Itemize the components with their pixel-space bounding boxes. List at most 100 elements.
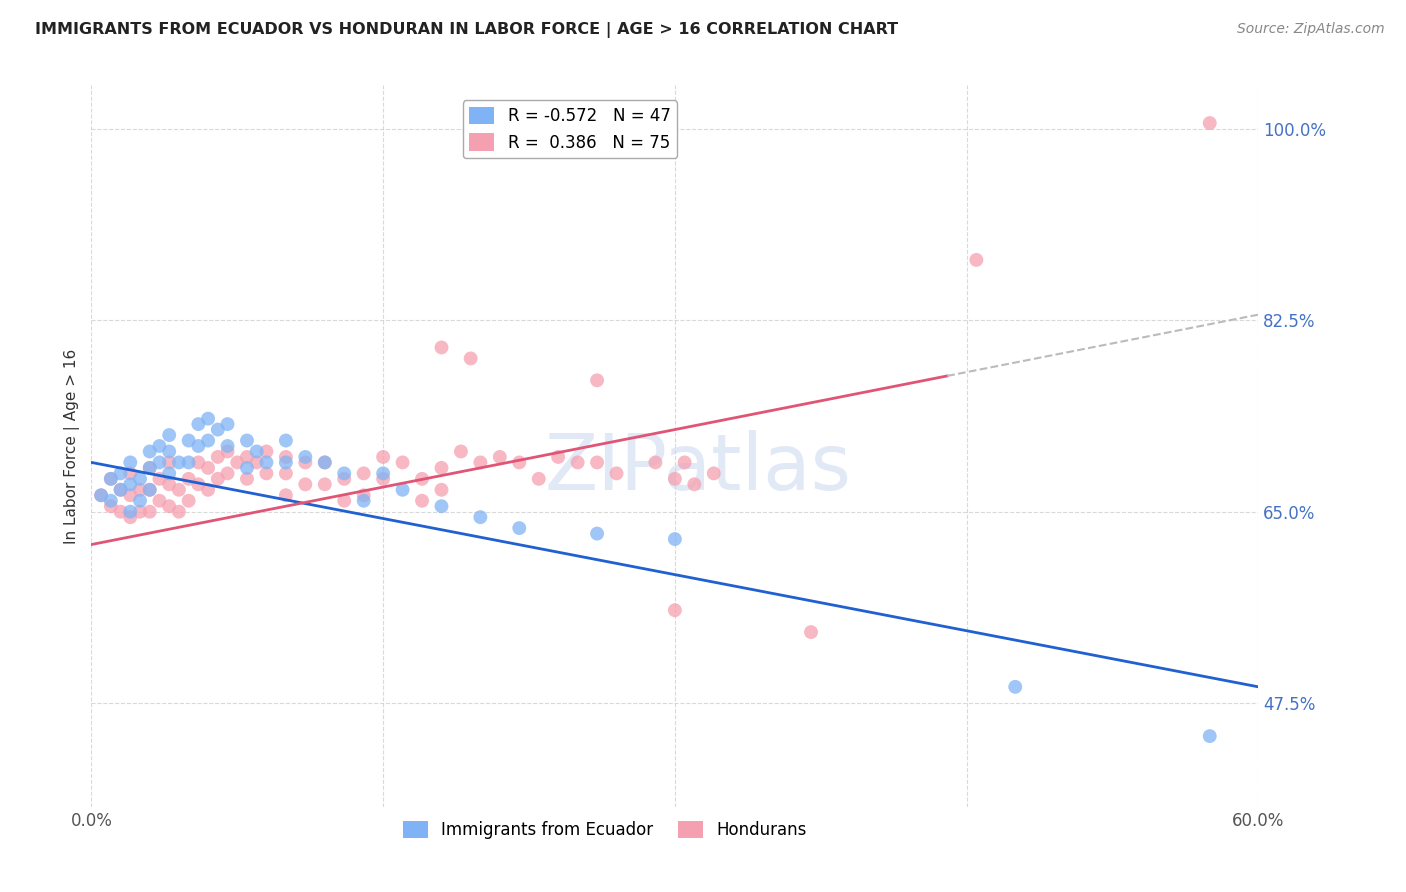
Point [110,483,132,497]
Point [664,532,686,546]
Point [586,526,609,541]
Point [294,450,316,464]
Point [274,467,297,481]
Point [100,499,122,513]
Point [100,472,122,486]
Point [430,461,453,475]
Text: ZIPatlas: ZIPatlas [544,430,852,506]
Point [371,472,394,486]
Point [236,461,259,475]
Point [120,488,142,502]
Point [333,493,356,508]
Point [274,434,297,448]
Point [411,493,433,508]
Point [157,467,180,481]
Point [110,483,132,497]
Point [391,455,413,469]
Point [274,450,297,464]
Point [294,477,316,491]
Point [246,455,269,469]
Point [567,455,589,469]
Point [256,455,278,469]
Point [90,488,112,502]
Point [138,444,162,458]
Point [120,477,142,491]
Point [148,472,170,486]
Point [371,450,394,464]
Point [138,461,162,475]
Point [187,455,209,469]
Point [197,483,219,497]
Point [148,439,170,453]
Point [470,510,492,524]
Point [129,493,152,508]
Point [294,455,316,469]
Point [430,499,453,513]
Point [256,444,278,458]
Point [177,493,200,508]
Point [236,450,259,464]
Point [217,439,239,453]
Point [110,505,132,519]
Point [371,467,394,481]
Legend: Immigrants from Ecuador, Hondurans: Immigrants from Ecuador, Hondurans [396,814,814,846]
Point [120,510,142,524]
Text: IMMIGRANTS FROM ECUADOR VS HONDURAN IN LABOR FORCE | AGE > 16 CORRELATION CHART: IMMIGRANTS FROM ECUADOR VS HONDURAN IN L… [35,22,898,38]
Point [100,493,122,508]
Point [965,252,987,267]
Point [177,455,200,469]
Point [157,499,180,513]
Point [187,417,209,431]
Point [606,467,628,481]
Point [120,505,142,519]
Point [1198,729,1220,743]
Point [90,488,112,502]
Point [110,467,132,481]
Point [120,455,142,469]
Point [138,505,162,519]
Point [246,444,269,458]
Point [217,467,239,481]
Point [333,472,356,486]
Point [314,477,336,491]
Point [138,483,162,497]
Point [353,467,375,481]
Point [167,505,190,519]
Point [586,455,609,469]
Point [664,603,686,617]
Point [120,467,142,481]
Point [586,373,609,387]
Point [100,472,122,486]
Point [197,434,219,448]
Point [157,455,180,469]
Point [353,488,375,502]
Point [1004,680,1026,694]
Point [129,472,152,486]
Point [207,450,229,464]
Point [470,455,492,469]
Point [129,483,152,497]
Point [138,483,162,497]
Point [157,428,180,442]
Point [197,411,219,425]
Point [664,472,686,486]
Point [236,434,259,448]
Point [217,444,239,458]
Point [489,450,512,464]
Point [157,477,180,491]
Point [148,455,170,469]
Point [177,472,200,486]
Y-axis label: In Labor Force | Age > 16: In Labor Force | Age > 16 [65,349,80,543]
Point [800,625,823,640]
Point [274,455,297,469]
Point [197,461,219,475]
Point [274,488,297,502]
Point [683,477,706,491]
Point [527,472,550,486]
Point [167,455,190,469]
Point [148,493,170,508]
Point [177,434,200,448]
Point [430,483,453,497]
Point [138,461,162,475]
Point [547,450,569,464]
